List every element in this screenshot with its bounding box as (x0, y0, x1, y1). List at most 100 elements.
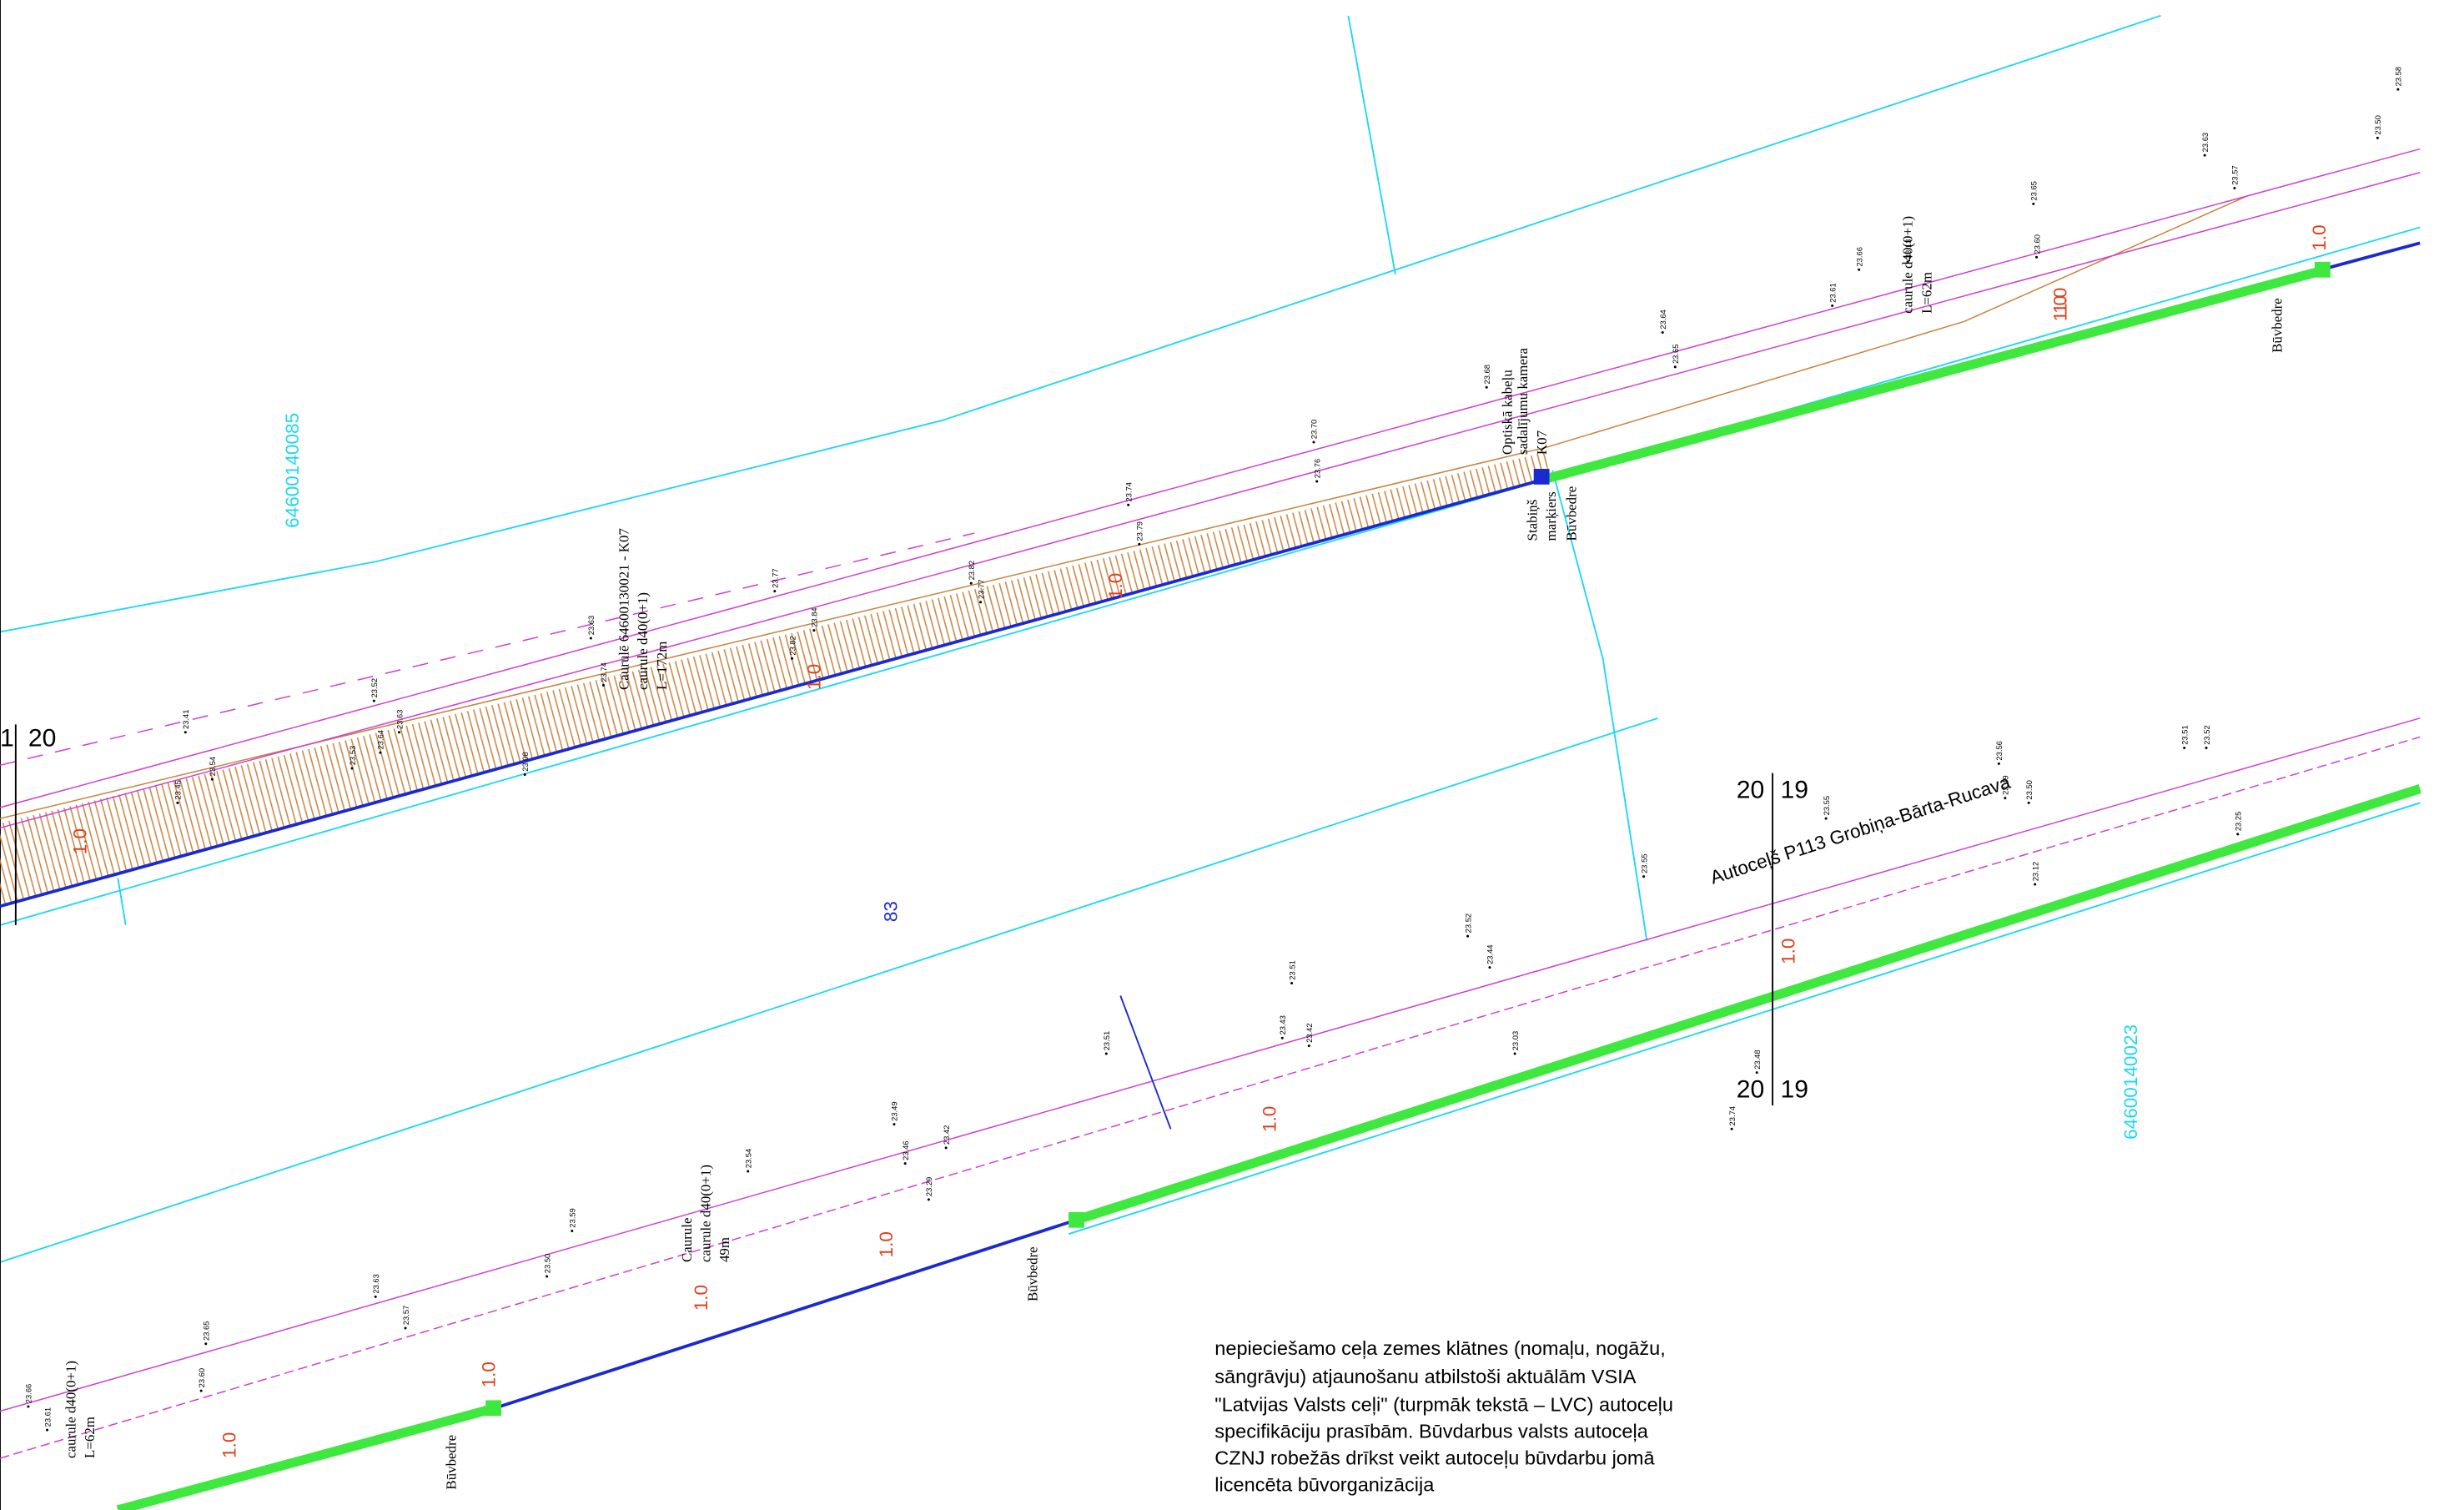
note: nepieciešamo ceļa zemes klātnes (nomaļu,… (1214, 1337, 1673, 1495)
elevation-point (812, 629, 816, 632)
depth-mark: 1.0 (1105, 573, 1126, 599)
elevation: 23.63 (586, 616, 596, 635)
elevation-point (2027, 801, 2030, 804)
elevation: 23.29 (924, 1177, 933, 1196)
elevation-point (1513, 1052, 1516, 1055)
elevation: 23.76 (1312, 459, 1321, 478)
elevation-point (204, 1342, 208, 1346)
elevation-point (1312, 440, 1315, 444)
elevation-point (2035, 255, 2039, 259)
elevation: 23.74 (1727, 1106, 1737, 1125)
elevation-point (893, 1123, 896, 1126)
annotation: sadalījumu kamera (1515, 347, 1531, 455)
elevation-point (1104, 1052, 1108, 1055)
elevation: 23.77 (976, 580, 985, 599)
elevation: 23.51 (2180, 725, 2189, 744)
elevation: 23.13 (1903, 239, 1913, 259)
elevation-point (2396, 88, 2400, 91)
elevation: 23.44 (1486, 944, 1495, 964)
elevation-point (1488, 966, 1491, 969)
annotation: Būvbedre (2269, 298, 2285, 353)
annotation: 49m (717, 1237, 732, 1262)
annotation: Stabiņš (1524, 499, 1540, 541)
elevation-point (372, 699, 375, 702)
elevation-point (199, 1389, 203, 1392)
depth-mark: 1.0 (219, 1432, 240, 1458)
elevation-point (374, 1295, 377, 1298)
elevation-point (2376, 136, 2379, 139)
depth-mark: 1.0 (2309, 224, 2330, 250)
station: 20 (1737, 777, 1765, 804)
annotation: Būvbedre (1564, 486, 1580, 541)
annotation: caurule d40(0+1) (1900, 216, 1916, 314)
elevation-point (969, 581, 973, 585)
elevation: 23.66 (1854, 247, 1863, 266)
elevation-point (1997, 762, 2000, 765)
elevation-point (589, 637, 592, 640)
elevation: 23.65 (2029, 181, 2039, 200)
station: 19 (1780, 1076, 1808, 1104)
elevation: 23.57 (2230, 165, 2240, 184)
elevation-point (747, 1170, 750, 1173)
elevation: 23.60 (2032, 234, 2041, 254)
elevation: 23.54 (744, 1149, 753, 1168)
elevation-point (1485, 385, 1488, 389)
elevation: 23.58 (2394, 67, 2403, 86)
elevation-point (2233, 187, 2236, 190)
elevation: 23.70 (1310, 420, 1319, 439)
elevation-point (1831, 305, 1834, 308)
elevation-point (46, 1428, 49, 1432)
elevation: 23.60 (197, 1368, 206, 1387)
elevation: 23.45 (173, 780, 183, 799)
elevation: 23.64 (1658, 310, 1667, 329)
elevation: 23.61 (43, 1407, 52, 1427)
elevation: 23.46 (901, 1140, 910, 1160)
elevation: 23.50 (2024, 780, 2034, 799)
elevation: 23.42 (942, 1125, 951, 1145)
elevation: 23.65 (1671, 345, 1680, 364)
elevation: 23.41 (181, 710, 190, 729)
elevation: 23.52 (1463, 914, 1472, 933)
elevation-point (1315, 480, 1319, 483)
elevation-point (523, 773, 526, 776)
annotation: L=62m (1918, 272, 1934, 314)
annotation: caurule d40(0+1) (635, 592, 651, 690)
elevation: 23.43 (1278, 1015, 1287, 1034)
elevation-point (1661, 330, 1664, 334)
station: 19 (1780, 777, 1808, 804)
elevation: 23.55 (1639, 853, 1648, 873)
elevation: 23.82 (787, 636, 797, 655)
elevation-point (2236, 833, 2240, 836)
note-line: sāngrāvju) atjaunošanu atbilstoši aktuāl… (1214, 1366, 1636, 1387)
elevation-point (1824, 817, 1828, 820)
elevation: 23.53 (348, 746, 357, 765)
annotation: L=172m (654, 642, 670, 690)
elevation-point (1307, 1044, 1310, 1048)
annotation: K07 (1534, 430, 1550, 455)
elevation-point (2004, 797, 2007, 800)
lower-road (0, 717, 2421, 1510)
station: 20 (28, 725, 57, 752)
depth-mark: 1.0 (2049, 295, 2070, 321)
elevation-point (398, 731, 401, 734)
elevation: 23.82 (967, 561, 976, 580)
elevation: 23.74 (599, 662, 608, 682)
depth-mark: 1.0 (876, 1231, 897, 1257)
elevation: 23.57 (401, 1306, 410, 1325)
elevation: 23.66 (24, 1384, 33, 1403)
annotation: Būvbedre (1024, 1246, 1040, 1301)
elevation: 23.68 (1482, 365, 1491, 384)
elevation-point (1858, 268, 1861, 271)
elevation: 23.42 (1305, 1023, 1314, 1042)
annotation: caurule d40(0+1) (63, 1361, 78, 1458)
elevation-point (773, 590, 777, 593)
elevation-point (1280, 1036, 1284, 1039)
elevation: 23.63 (371, 1274, 380, 1293)
parcel-id: 64600140085 (282, 413, 303, 528)
elevation: 23.25 (2233, 812, 2242, 831)
note-line: specifikāciju prasībām. Būvdarbus valsts… (1214, 1421, 1648, 1442)
depth-mark: 1.0 (803, 664, 824, 690)
elevation: 23.54 (208, 757, 217, 776)
